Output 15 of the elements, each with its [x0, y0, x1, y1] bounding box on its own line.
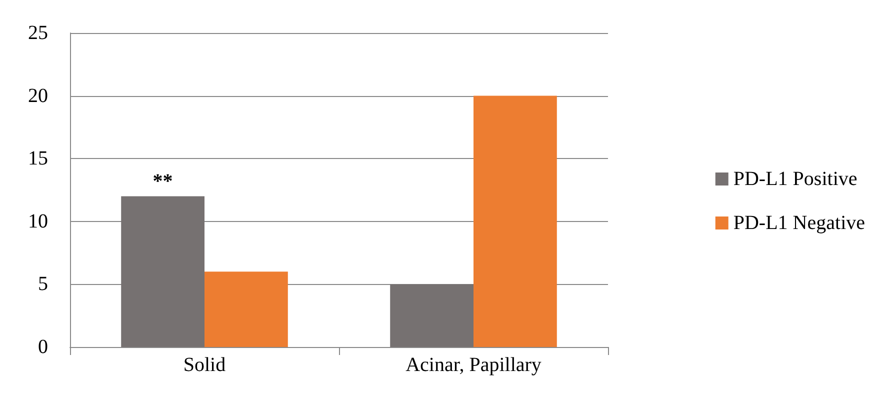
- y-tick-label: 0: [38, 336, 48, 358]
- bar: [121, 196, 204, 347]
- annotation: **: [152, 170, 173, 192]
- legend-label: PD-L1 Negative: [733, 212, 866, 234]
- legend-label: PD-L1 Positive: [733, 168, 858, 190]
- y-tick-label: 5: [38, 273, 48, 296]
- bar: [474, 96, 557, 347]
- bar: [204, 272, 288, 347]
- y-tick-label: 10: [28, 210, 48, 232]
- y-tick-label: 20: [28, 84, 48, 107]
- x-tick-label: Solid: [183, 354, 226, 376]
- x-tick-label: Acinar, Papillary: [406, 354, 542, 376]
- bar: [390, 284, 474, 347]
- y-tick-label: 25: [28, 22, 48, 44]
- y-tick-label: 15: [28, 148, 48, 170]
